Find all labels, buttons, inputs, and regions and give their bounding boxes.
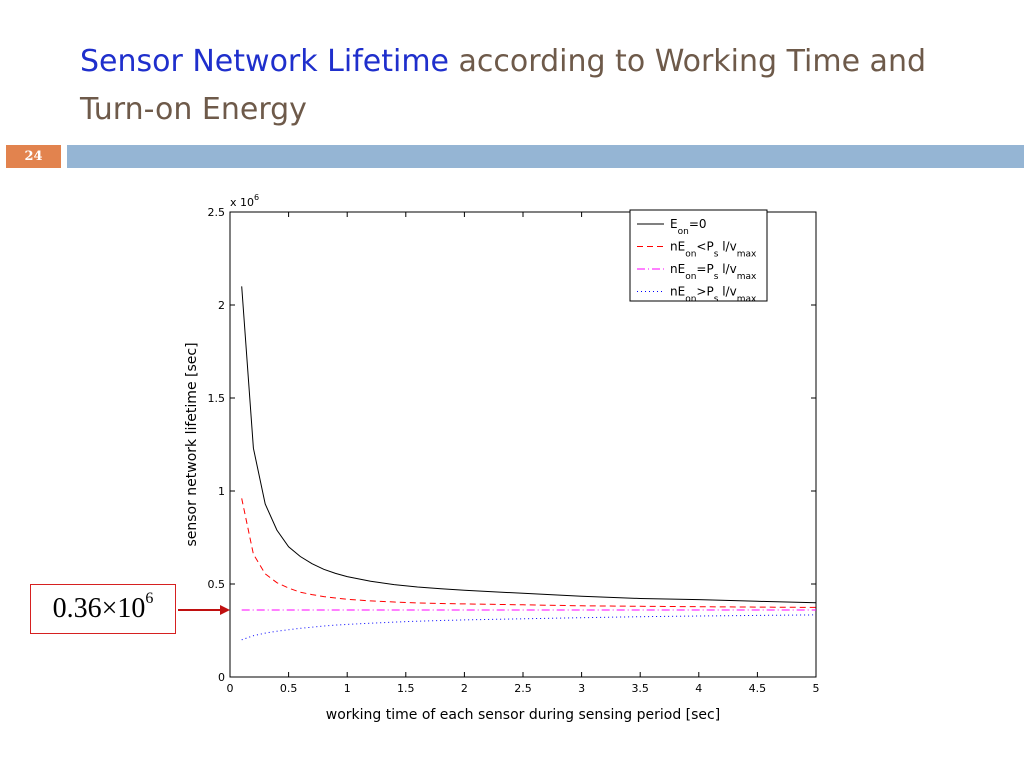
x-tick-label: 4.5 bbox=[749, 682, 767, 695]
y-tick-label: 0 bbox=[218, 671, 225, 684]
legend-entry: Eon=0 bbox=[670, 217, 707, 237]
legend-entry: nEon>Ps l/vmax bbox=[670, 285, 757, 305]
callout-exponent: 6 bbox=[145, 590, 154, 607]
x-tick-label: 5 bbox=[813, 682, 820, 695]
slide-title: Sensor Network Lifetime according to Wor… bbox=[80, 38, 960, 134]
page-number-badge: 24 bbox=[6, 145, 61, 168]
y-tick-label: 2.5 bbox=[208, 206, 226, 219]
x-tick-label: 1.5 bbox=[397, 682, 415, 695]
x-axis-label: working time of each sensor during sensi… bbox=[326, 707, 720, 723]
x-tick-label: 4 bbox=[695, 682, 702, 695]
y-tick-label: 2 bbox=[218, 299, 225, 312]
slide-title-rest: according to Working Time and Turn-on En… bbox=[80, 44, 926, 127]
legend-entry: nEon=Ps l/vmax bbox=[670, 262, 757, 282]
x-tick-label: 1 bbox=[344, 682, 351, 695]
x-tick-label: 3 bbox=[578, 682, 585, 695]
callout-mantissa: 0.36×10 bbox=[52, 593, 146, 624]
x-tick-label: 3.5 bbox=[631, 682, 649, 695]
y-axis-label: sensor network lifetime [sec] bbox=[184, 342, 200, 546]
series-line-1 bbox=[241, 286, 817, 604]
x-tick-label: 0.5 bbox=[280, 682, 298, 695]
series-line-2 bbox=[241, 498, 817, 608]
y-tick-label: 0.5 bbox=[208, 578, 226, 591]
slide-title-highlight: Sensor Network Lifetime bbox=[80, 44, 450, 79]
x-tick-label: 2.5 bbox=[514, 682, 532, 695]
legend-entry: nEon<Ps l/vmax bbox=[670, 240, 757, 260]
value-callout-box: 0.36×106 bbox=[30, 584, 176, 634]
y-axis-multiplier: x 106 bbox=[230, 193, 259, 209]
y-tick-label: 1.5 bbox=[208, 392, 226, 405]
series-line-4 bbox=[241, 614, 817, 641]
callout-arrow-head bbox=[220, 605, 230, 616]
y-tick-label: 1 bbox=[218, 485, 225, 498]
chart-legend bbox=[629, 209, 768, 302]
x-tick-label: 2 bbox=[461, 682, 468, 695]
title-accent-bar bbox=[67, 145, 1024, 168]
x-tick-label: 0 bbox=[227, 682, 234, 695]
